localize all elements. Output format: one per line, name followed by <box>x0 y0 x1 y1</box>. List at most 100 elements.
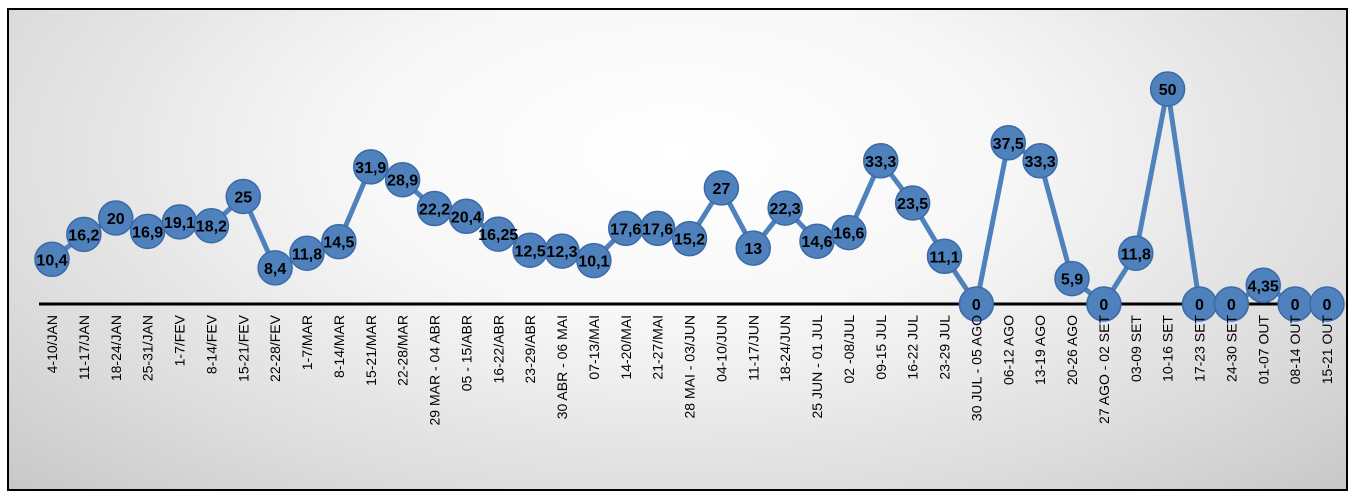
chart-frame: 10,4 16,2 20 16,9 19,1 18,2 25 8,4 11,8 14,5 31,9 2… <box>7 8 1348 491</box>
x-tick-label: 03-09 SET <box>1128 315 1144 382</box>
data-label: 13 <box>744 241 762 258</box>
x-tick-label: 01-07 OUT <box>1255 315 1271 385</box>
x-tick-label: 1-7/MAR <box>299 315 315 370</box>
x-tick-label: 28 MAI - 03/JUN <box>682 315 698 418</box>
data-point <box>1054 260 1090 297</box>
data-point <box>958 286 995 322</box>
x-tick-label: 27 AGO - 02 SET <box>1096 315 1112 424</box>
x-tick-label: 05 - 15/ABR <box>458 315 474 391</box>
data-point <box>926 238 963 275</box>
data-point <box>863 143 899 179</box>
x-tick-label: 16-22/ABR <box>490 315 506 383</box>
data-label: 19,1 <box>164 215 195 232</box>
data-point <box>1149 71 1186 107</box>
data-label: 18,2 <box>196 219 227 236</box>
data-label: 0 <box>1227 297 1236 314</box>
data-label: 4,35 <box>1248 278 1279 295</box>
data-label: 16,25 <box>478 227 518 244</box>
x-tick-label: 4-10/JAN <box>44 315 60 373</box>
data-point <box>480 216 516 252</box>
x-tick-label: 1-7/FEV <box>172 314 188 366</box>
x-tick-label: 07-13/MAI <box>586 315 602 380</box>
data-label: 20,4 <box>451 209 482 226</box>
data-label: 22,2 <box>419 202 450 219</box>
x-tick-label: 04-10/JUN <box>713 315 729 382</box>
data-point <box>1086 286 1122 322</box>
data-point <box>257 250 293 286</box>
x-tick-label: 15-21/MAR <box>363 315 379 386</box>
x-tick-label: 22-28/FEV <box>267 314 283 382</box>
data-label: 33,3 <box>865 154 896 171</box>
x-tick-label: 23-29/ABR <box>522 315 538 383</box>
data-label: 27 <box>712 181 730 198</box>
data-label: 22,3 <box>770 201 801 218</box>
x-tick-label: 30 JUL - 05 AGO <box>968 315 984 421</box>
data-label: 10,1 <box>578 254 609 271</box>
data-label: 14,6 <box>801 234 832 251</box>
data-point <box>576 242 612 279</box>
data-point <box>671 220 708 257</box>
data-point <box>639 210 676 247</box>
data-label: 5,9 <box>1061 272 1083 289</box>
data-point <box>448 198 485 235</box>
data-label: 17,6 <box>610 221 641 238</box>
data-point <box>735 230 771 266</box>
data-point <box>1022 143 1058 179</box>
data-label: 16,2 <box>68 227 99 244</box>
data-point <box>767 190 803 226</box>
x-tick-label: 16-22 JUL <box>905 315 921 380</box>
x-tick-label: 14-20/MAI <box>618 315 634 380</box>
x-tick-label: 17-23 SET <box>1192 315 1208 382</box>
data-point <box>1309 286 1345 322</box>
data-point <box>1245 267 1281 304</box>
data-point <box>353 149 389 185</box>
data-label: 11,8 <box>292 246 322 263</box>
x-tick-label: 20-26 AGO <box>1064 315 1080 385</box>
x-tick-label: 18-24/JUN <box>777 315 793 382</box>
data-label: 16,6 <box>833 226 864 243</box>
data-label: 11,1 <box>929 249 959 266</box>
data-label: 37,5 <box>993 136 1024 153</box>
data-label: 28,9 <box>387 173 418 190</box>
data-label: 10,4 <box>36 252 67 269</box>
data-point <box>894 185 931 221</box>
data-label: 0 <box>1195 297 1204 314</box>
x-tick-label: 25-31/JAN <box>140 315 156 381</box>
data-label: 15,2 <box>674 232 705 249</box>
x-tick-label: 11-17/JUN <box>745 315 761 381</box>
data-point <box>1118 235 1154 272</box>
x-tick-label: 30 ABR - 06 MAI <box>554 315 570 419</box>
data-label: 0 <box>1323 297 1332 314</box>
data-point <box>289 235 325 272</box>
x-tick-label: 22-28/MAR <box>395 315 411 386</box>
x-tick-label: 24-30 SET <box>1223 315 1239 382</box>
data-label: 31,9 <box>355 160 386 177</box>
x-tick-label: 06-12 AGO <box>1000 315 1016 385</box>
x-tick-label: 25 JUN - 01 JUL <box>809 315 825 419</box>
data-label: 14,5 <box>323 235 354 252</box>
data-label: 16,9 <box>132 224 163 241</box>
data-point <box>34 241 70 278</box>
data-point <box>703 170 740 206</box>
x-tick-label: 02 -08/JUL <box>841 315 857 384</box>
x-tick-label: 18-24/JAN <box>108 315 124 381</box>
data-label: 12,3 <box>546 244 577 261</box>
data-point <box>321 223 357 260</box>
data-label: 25 <box>234 190 252 207</box>
x-tick-label: 11-17/JAN <box>76 315 92 380</box>
data-label: 8,4 <box>264 261 286 278</box>
data-label: 20 <box>107 211 125 228</box>
x-tick-label: 13-19 AGO <box>1032 315 1048 385</box>
x-tick-label: 15-21/FEV <box>235 314 251 382</box>
data-point <box>225 178 261 215</box>
data-point <box>384 161 421 198</box>
data-point <box>98 200 134 236</box>
data-label: 0 <box>1099 297 1108 314</box>
x-tick-label: 29 MAR - 04 ABR <box>427 315 443 426</box>
x-tick-label: 8-14/FEV <box>203 314 219 374</box>
data-label: 12,5 <box>515 243 546 260</box>
x-tick-label: 08-14 OUT <box>1287 315 1303 385</box>
data-label: 0 <box>972 297 981 314</box>
data-point <box>1213 286 1250 322</box>
